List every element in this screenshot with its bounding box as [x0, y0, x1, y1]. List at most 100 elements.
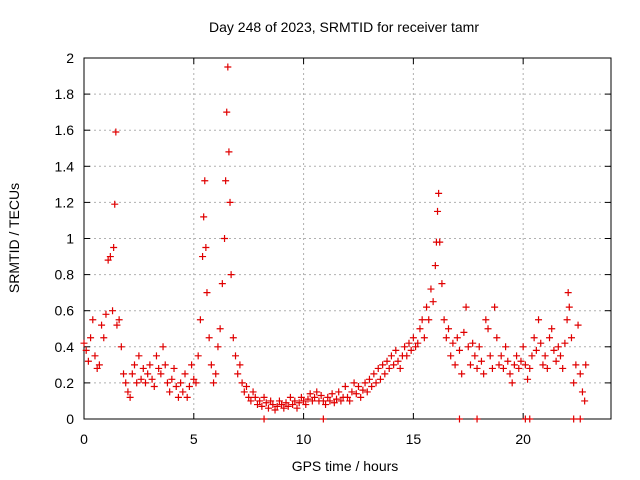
data-point	[563, 316, 571, 324]
data-point	[484, 325, 492, 333]
y-tick-label: 0.4	[55, 339, 75, 355]
data-point	[526, 364, 534, 372]
data-point	[482, 316, 490, 324]
data-point	[322, 401, 330, 409]
data-point	[412, 343, 420, 351]
data-point	[216, 325, 224, 333]
data-point	[200, 213, 208, 221]
chart-title: Day 248 of 2023, SRMTID for receiver tam…	[209, 19, 479, 35]
data-point	[89, 316, 97, 324]
data-point	[251, 393, 259, 401]
y-tick-label: 0	[66, 411, 74, 427]
data-point	[260, 393, 268, 401]
y-tick-label: 1.6	[55, 122, 75, 138]
data-point	[115, 316, 123, 324]
data-point	[112, 128, 120, 136]
data-point	[502, 343, 510, 351]
x-tick-label: 10	[296, 431, 312, 447]
data-point	[350, 379, 358, 387]
data-point	[341, 383, 349, 391]
data-point	[381, 370, 389, 378]
data-point	[438, 280, 446, 288]
data-point	[361, 379, 369, 387]
data-point	[383, 357, 391, 365]
data-point	[295, 399, 303, 407]
data-point	[423, 303, 431, 311]
data-point	[253, 401, 261, 409]
data-point	[308, 397, 316, 405]
data-point	[508, 379, 516, 387]
data-point	[282, 399, 290, 407]
data-point	[348, 388, 356, 396]
data-point	[223, 108, 231, 116]
data-point	[225, 148, 233, 156]
data-point	[407, 346, 415, 354]
data-point	[442, 334, 450, 342]
data-point	[488, 364, 496, 372]
data-point	[451, 361, 459, 369]
data-point	[513, 352, 521, 360]
data-point	[286, 393, 294, 401]
data-point	[374, 364, 382, 372]
axis-ticks	[83, 57, 611, 420]
data-point	[319, 397, 327, 405]
data-point	[449, 339, 457, 347]
data-point	[550, 346, 558, 354]
data-point	[519, 343, 527, 351]
data-point	[333, 395, 341, 403]
data-point	[480, 370, 488, 378]
y-tick-label: 1.4	[55, 158, 75, 174]
data-point	[202, 244, 210, 252]
data-point	[291, 397, 299, 405]
data-point	[95, 361, 103, 369]
data-point	[194, 352, 202, 360]
data-point	[289, 401, 297, 409]
data-point	[570, 415, 578, 423]
data-point	[486, 352, 494, 360]
data-point	[207, 361, 215, 369]
data-point	[574, 321, 582, 329]
data-point	[466, 361, 474, 369]
data-point	[326, 397, 334, 405]
data-point	[460, 328, 468, 336]
data-point	[109, 307, 117, 315]
data-point	[546, 334, 554, 342]
data-point	[493, 334, 501, 342]
data-point	[337, 397, 345, 405]
data-point	[284, 402, 292, 410]
data-point	[247, 397, 255, 405]
data-point	[218, 280, 226, 288]
data-point	[280, 404, 288, 412]
data-point	[464, 343, 472, 351]
data-point	[435, 189, 443, 197]
data-point	[87, 334, 95, 342]
data-point	[152, 352, 160, 360]
data-point	[561, 339, 569, 347]
data-point	[192, 379, 200, 387]
data-points	[80, 63, 590, 423]
data-point	[335, 388, 343, 396]
y-tick-label: 0.2	[55, 375, 75, 391]
data-point	[306, 390, 314, 398]
data-point	[188, 361, 196, 369]
y-tick-label: 1.2	[55, 194, 75, 210]
data-point	[528, 352, 536, 360]
y-tick-label: 0.8	[55, 267, 75, 283]
data-point	[552, 357, 560, 365]
data-point	[120, 370, 128, 378]
data-point	[554, 343, 562, 351]
data-point	[495, 361, 503, 369]
data-point	[581, 397, 589, 405]
data-point	[226, 198, 234, 206]
data-point	[199, 253, 207, 261]
data-point	[240, 388, 248, 396]
data-point	[110, 244, 118, 252]
data-point	[385, 364, 393, 372]
data-point	[84, 357, 92, 365]
data-point	[394, 357, 402, 365]
data-point	[409, 334, 417, 342]
data-point	[128, 370, 136, 378]
data-point	[297, 393, 305, 401]
data-point	[354, 383, 362, 391]
data-point	[271, 406, 279, 414]
